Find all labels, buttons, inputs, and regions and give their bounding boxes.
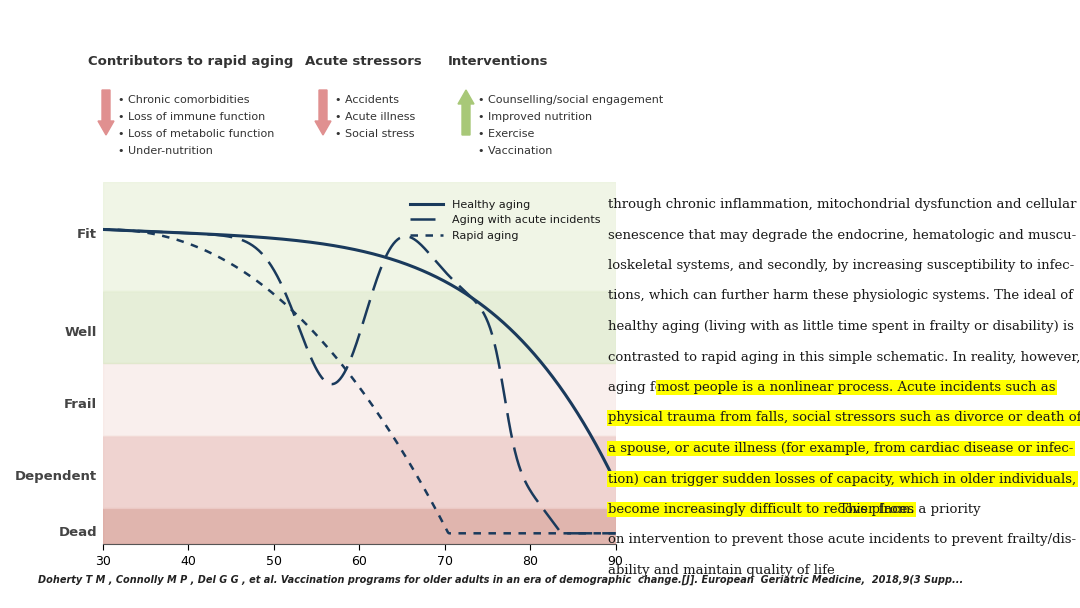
Text: tions, which can further harm these physiologic systems. The ideal of: tions, which can further harm these phys… [608, 289, 1074, 303]
Text: loskeletal systems, and secondly, by increasing susceptibility to infec-: loskeletal systems, and secondly, by inc… [608, 259, 1075, 272]
Text: most people is a nonlinear process. Acute incidents such as: most people is a nonlinear process. Acut… [658, 381, 1056, 394]
Text: through chronic inflammation, mitochondrial dysfunction and cellular: through chronic inflammation, mitochondr… [608, 198, 1077, 211]
Text: become increasingly difficult to recover from.: become increasingly difficult to recover… [608, 503, 915, 516]
Text: • Chronic comorbidities: • Chronic comorbidities [118, 95, 249, 105]
Text: Doherty T M , Connolly M P , Del G G , et al. Vaccination programs for older adu: Doherty T M , Connolly M P , Del G G , e… [38, 575, 963, 586]
Text: contrasted to rapid aging in this simple schematic. In reality, however,: contrasted to rapid aging in this simple… [608, 350, 1080, 364]
Text: physical trauma from falls, social stressors such as divorce or death of: physical trauma from falls, social stres… [608, 412, 1080, 424]
Text: ability and maintain quality of life: ability and maintain quality of life [608, 564, 835, 577]
Text: • Counselling/social engagement: • Counselling/social engagement [478, 95, 663, 105]
FancyArrow shape [458, 90, 474, 135]
Legend: Healthy aging, Aging with acute incidents, Rapid aging: Healthy aging, Aging with acute incident… [405, 195, 605, 245]
Text: Interventions: Interventions [448, 55, 549, 68]
Text: • Accidents: • Accidents [335, 95, 399, 105]
Text: • Exercise: • Exercise [478, 129, 535, 139]
Text: Acute stressors: Acute stressors [305, 55, 422, 68]
Text: tion) can trigger sudden losses of capacity, which in older individuals,: tion) can trigger sudden losses of capac… [608, 472, 1076, 486]
Text: healthy aging (living with as little time spent in frailty or disability) is: healthy aging (living with as little tim… [608, 320, 1074, 333]
Bar [103, 435, 616, 508]
Text: on intervention to prevent those acute incidents to prevent frailty/dis-: on intervention to prevent those acute i… [608, 533, 1076, 547]
Text: • Acute illness: • Acute illness [335, 112, 415, 122]
Text: aging for: aging for [608, 381, 673, 394]
Text: • Improved nutrition: • Improved nutrition [478, 112, 592, 122]
Text: • Social stress: • Social stress [335, 129, 415, 139]
Text: This places a priority: This places a priority [835, 503, 981, 516]
Text: • Loss of metabolic function: • Loss of metabolic function [118, 129, 274, 139]
Bar [103, 291, 616, 364]
Text: a spouse, or acute illness (for example, from cardiac disease or infec-: a spouse, or acute illness (for example,… [608, 442, 1074, 455]
Text: • Loss of immune function: • Loss of immune function [118, 112, 266, 122]
Text: • Under-nutrition: • Under-nutrition [118, 146, 213, 156]
Bar [103, 182, 616, 291]
Text: • Vaccination: • Vaccination [478, 146, 552, 156]
Bar [103, 508, 616, 544]
Text: senescence that may degrade the endocrine, hematologic and muscu-: senescence that may degrade the endocrin… [608, 229, 1077, 241]
FancyArrow shape [98, 90, 114, 135]
Bar [103, 364, 616, 435]
FancyArrow shape [315, 90, 330, 135]
Text: Contributors to rapid aging: Contributors to rapid aging [87, 55, 294, 68]
